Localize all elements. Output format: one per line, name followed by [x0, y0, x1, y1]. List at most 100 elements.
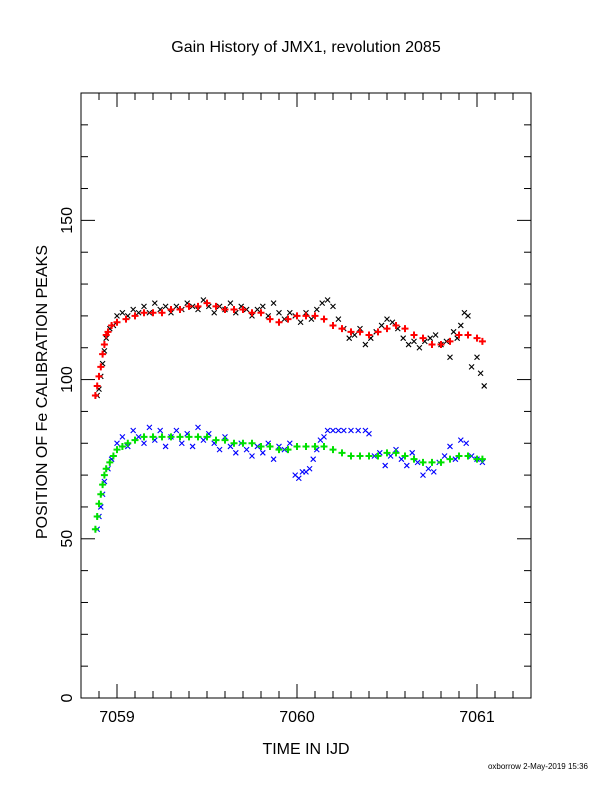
data-point-upper_raw: [135, 309, 142, 316]
data-point-lower_raw: [173, 427, 180, 434]
data-point-upper_raw: [319, 300, 326, 307]
data-point-lower_fit: [392, 449, 400, 457]
data-point-upper_raw: [447, 354, 453, 361]
data-point-upper_fit: [185, 302, 193, 310]
data-point-lower_fit: [266, 442, 274, 450]
y-tick-label: 50: [59, 530, 76, 548]
data-point-lower_raw: [324, 427, 331, 434]
data-point-lower_raw: [371, 453, 378, 459]
data-point-lower_raw: [157, 427, 164, 434]
data-point-lower_fit: [275, 446, 283, 454]
data-point-upper_raw: [281, 316, 288, 322]
data-point-lower_fit: [464, 452, 472, 460]
data-point-lower_raw: [310, 456, 317, 463]
data-point-upper_raw: [416, 344, 423, 351]
data-point-upper_raw: [432, 332, 439, 338]
data-point-lower_raw: [425, 465, 432, 472]
data-point-lower_raw: [321, 434, 327, 440]
data-point-lower_fit: [158, 433, 166, 441]
footer-credit: oxborrow 2-May-2019 15:36: [488, 762, 589, 771]
series-upper_fit: [91, 299, 486, 399]
x-tick-label: 7061: [459, 709, 495, 726]
data-point-upper_raw: [362, 341, 369, 348]
data-point-lower_raw: [259, 449, 266, 456]
data-point-lower_raw: [335, 427, 342, 434]
data-point-lower_raw: [355, 427, 362, 434]
data-point-upper_raw: [308, 316, 315, 322]
data-point-upper_fit: [97, 363, 105, 371]
y-tick-label: 150: [59, 207, 76, 234]
data-point-lower_raw: [441, 453, 448, 459]
data-point-lower_fit: [185, 433, 193, 441]
data-point-lower_raw: [306, 465, 313, 472]
data-point-lower_fit: [100, 471, 108, 479]
data-point-lower_raw: [249, 453, 255, 459]
data-point-upper_fit: [140, 309, 148, 317]
y-tick-label: 0: [59, 693, 76, 702]
data-point-upper_fit: [446, 337, 454, 345]
data-point-lower_raw: [447, 443, 453, 450]
y-axis-label: POSITION OF Fe CALIBRATION PEAKS: [34, 245, 51, 539]
data-point-upper_fit: [365, 331, 373, 339]
data-point-upper_fit: [158, 309, 166, 317]
data-point-lower_fit: [248, 439, 256, 447]
data-point-upper_raw: [474, 354, 480, 361]
data-point-lower_raw: [232, 449, 239, 456]
data-point-upper_fit: [383, 325, 391, 333]
data-point-upper_raw: [346, 335, 353, 342]
data-point-lower_fit: [93, 513, 101, 520]
data-point-lower_fit: [91, 525, 99, 533]
data-point-upper_raw: [254, 306, 261, 313]
data-point-upper_fit: [108, 321, 116, 329]
data-point-lower_fit: [356, 452, 364, 460]
data-point-lower_raw: [130, 427, 137, 434]
data-point-lower_fit: [221, 436, 229, 444]
data-point-upper_fit: [93, 382, 101, 390]
data-point-lower_raw: [387, 453, 394, 459]
data-point-upper_fit: [473, 334, 481, 342]
data-point-upper_raw: [162, 303, 169, 310]
data-point-lower_fit: [102, 465, 110, 473]
data-point-lower_fit: [302, 442, 310, 450]
data-point-lower_fit: [257, 442, 265, 450]
data-point-upper_raw: [227, 300, 234, 307]
data-point-lower_fit: [329, 446, 337, 454]
data-point-upper_fit: [293, 312, 301, 320]
data-point-upper_fit: [356, 328, 364, 336]
data-point-upper_raw: [400, 335, 407, 342]
data-point-lower_fit: [230, 439, 238, 447]
data-point-lower_raw: [162, 443, 169, 450]
data-point-upper_fit: [100, 341, 108, 349]
data-point-lower_fit: [383, 449, 391, 457]
data-point-upper_raw: [411, 338, 417, 345]
data-point-lower_fit: [109, 452, 117, 460]
data-point-upper_fit: [329, 321, 337, 329]
data-point-upper_fit: [275, 318, 283, 326]
data-point-upper_raw: [259, 303, 266, 310]
data-point-upper_raw: [351, 332, 358, 338]
data-point-upper_fit: [302, 312, 310, 320]
data-point-upper_raw: [151, 300, 158, 307]
data-point-upper_fit: [320, 315, 328, 323]
data-point-upper_fit: [284, 315, 292, 323]
data-point-upper_raw: [313, 306, 320, 313]
data-point-lower_raw: [254, 443, 261, 450]
data-point-upper_raw: [146, 309, 153, 316]
plot-frame: [80, 92, 532, 699]
data-point-upper_raw: [243, 306, 250, 313]
data-point-upper_raw: [330, 303, 336, 310]
data-point-upper_fit: [428, 341, 436, 349]
data-point-upper_raw: [450, 328, 457, 335]
data-point-lower_raw: [178, 440, 185, 447]
data-point-lower_raw: [366, 430, 372, 437]
data-point-lower_raw: [243, 446, 250, 453]
data-marks: [91, 297, 488, 533]
data-point-upper_fit: [266, 315, 274, 323]
axis-tick-labels: 0 50 100 150 7059 7060 7061: [59, 207, 495, 726]
data-point-upper_fit: [203, 299, 211, 307]
chart-title: Gain History of JMX1, revolution 2085: [171, 39, 441, 56]
data-point-upper_fit: [455, 331, 463, 339]
data-point-upper_raw: [270, 300, 277, 307]
data-point-lower_fit: [239, 439, 247, 447]
data-point-upper_fit: [248, 309, 256, 317]
